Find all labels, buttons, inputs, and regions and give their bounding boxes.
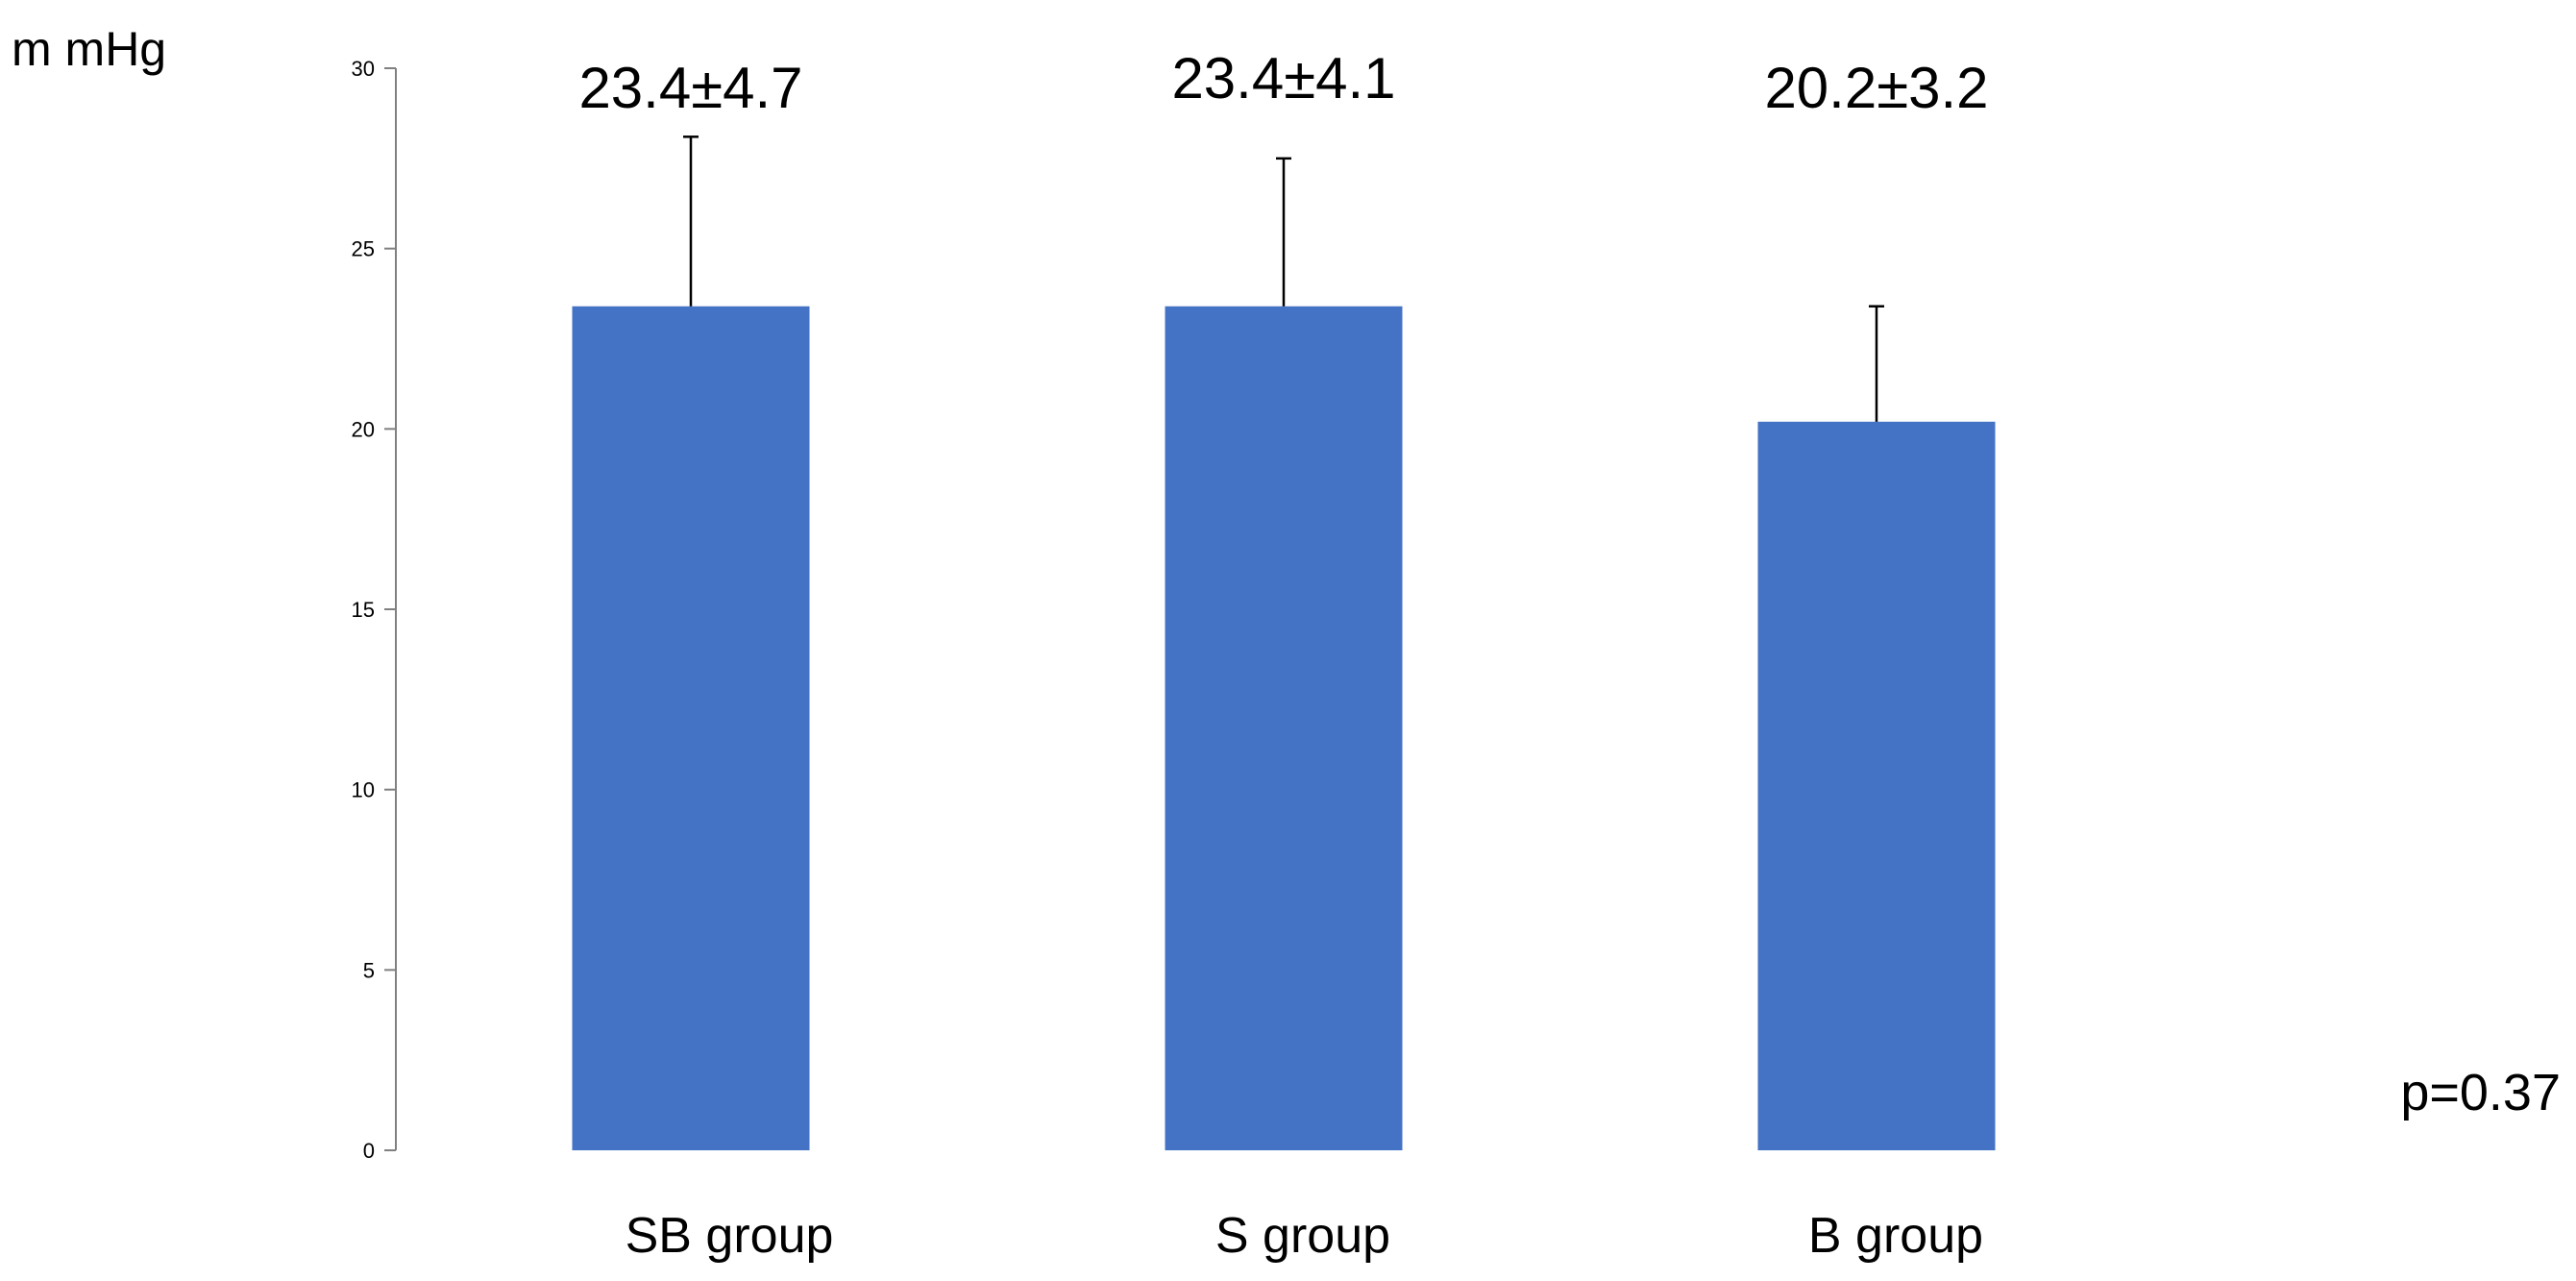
- y-tick-label: 20: [352, 417, 375, 441]
- bar-2: [1165, 306, 1403, 1151]
- category-label-2: S group: [1215, 1208, 1390, 1264]
- y-axis-unit-label: m mHg: [12, 22, 166, 76]
- bar-1: [572, 306, 810, 1151]
- y-tick-label: 0: [363, 1139, 375, 1163]
- y-tick-label: 5: [363, 958, 375, 982]
- bars-group: [572, 135, 1996, 1151]
- data-label-3: 20.2±3.2: [1764, 56, 1988, 120]
- data-label-2: 23.4±4.1: [1171, 46, 1395, 111]
- category-label-3: B group: [1808, 1208, 1983, 1264]
- data-label-1: 23.4±4.7: [578, 56, 802, 120]
- y-tick-label: 15: [352, 598, 375, 622]
- y-tick-label: 30: [352, 57, 375, 81]
- y-tick-label: 10: [352, 778, 375, 802]
- y-axis: 0 5 10 15 20 25 30: [352, 57, 397, 1163]
- bar-3: [1757, 421, 1996, 1150]
- p-value-annotation: p=0.37: [2400, 1064, 2561, 1121]
- y-tick-label: 25: [352, 237, 375, 261]
- labels-group: 23.4±4.7 SB group 23.4±4.1 S group 20.2±3.2 B…: [578, 46, 1988, 1264]
- category-label-1: SB group: [626, 1208, 834, 1264]
